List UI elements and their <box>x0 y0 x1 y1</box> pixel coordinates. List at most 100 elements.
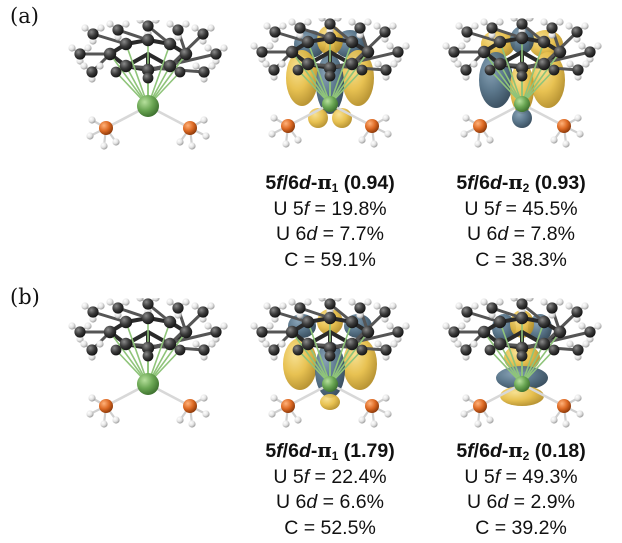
carbon-atom <box>516 70 528 82</box>
hydrogen-atom <box>386 42 394 50</box>
carbon-atom <box>119 315 133 329</box>
carbon-atom <box>256 326 268 338</box>
hydrogen-atom <box>576 130 584 138</box>
hydrogen-atom <box>334 298 342 302</box>
bond <box>499 321 523 385</box>
hydrogen-atom <box>382 394 390 402</box>
carbon-atom <box>553 325 567 339</box>
hydrogen-atom <box>106 20 114 28</box>
carbon-atom <box>142 298 154 310</box>
hydrogen-atom <box>510 298 518 302</box>
hydrogen-atom <box>594 322 602 330</box>
hydrogen-atom <box>496 18 504 26</box>
carbon-atom <box>537 35 551 49</box>
uranium-atom <box>322 96 338 112</box>
bond <box>521 41 545 105</box>
hydrogen-atom <box>96 340 104 348</box>
carbon-atom <box>301 315 315 329</box>
hydrogen-atom <box>389 302 397 310</box>
phosphorus-atom <box>473 119 487 133</box>
hydrogen-atom <box>152 298 160 302</box>
bond <box>329 331 369 385</box>
carbon-atom <box>546 302 558 314</box>
hydrogen-atom <box>578 42 586 50</box>
hydrogen-atom <box>566 60 574 68</box>
hydrogen-atom <box>390 60 398 68</box>
hydrogen-atom <box>402 322 410 330</box>
hydrogen-atom <box>88 394 96 402</box>
carbon-atom <box>323 31 337 45</box>
carbon-atom <box>301 35 315 49</box>
phosphorus-atom <box>557 399 571 413</box>
carbon-atom <box>546 22 558 34</box>
hydrogen-atom <box>96 62 104 70</box>
hydrogen-atom <box>202 132 210 140</box>
hydrogen-atom <box>576 410 584 418</box>
hydrogen-atom <box>460 130 468 138</box>
hydrogen-atom <box>454 60 462 68</box>
u5f-contribution: U 5f = 45.5% <box>464 197 578 220</box>
carbon-atom <box>142 350 154 362</box>
hydrogen-atom <box>250 322 258 330</box>
hydrogen-atom <box>510 18 518 22</box>
hydrogen-atom <box>176 416 184 424</box>
hydrogen-atom <box>188 420 196 428</box>
carbon-atom <box>484 64 496 76</box>
phosphorus-atom <box>557 119 571 133</box>
carbon-atom <box>354 22 366 34</box>
bond <box>329 321 353 385</box>
carbon-atom <box>301 57 315 71</box>
hydrogen-atom <box>455 302 463 310</box>
hydrogen-atom <box>562 420 570 428</box>
carbon-atom <box>301 337 315 351</box>
hydrogen-atom <box>97 24 105 32</box>
carbon-atom <box>324 350 336 362</box>
hydrogen-atom <box>220 322 228 330</box>
hydrogen-atom <box>526 298 534 302</box>
hydrogen-atom <box>188 142 196 150</box>
u6d-contribution: U 6d = 6.6% <box>276 491 384 513</box>
hydrogen-atom <box>458 42 466 50</box>
carbon-atom <box>324 18 336 30</box>
carbon-atom <box>380 64 392 76</box>
hydrogen-atom <box>386 322 394 330</box>
hydrogen-atom <box>192 62 200 70</box>
hydrogen-atom <box>470 60 478 68</box>
hydrogen-atom <box>278 340 286 348</box>
carbon-atom <box>141 311 155 325</box>
hydrogen-atom <box>334 18 342 22</box>
hydrogen-atom <box>268 410 276 418</box>
hydrogen-atom <box>556 18 564 26</box>
panel-label-b: (b) <box>10 285 40 309</box>
carbon-atom <box>537 57 551 71</box>
carbon-atom <box>210 48 222 60</box>
hydrogen-atom <box>582 60 590 68</box>
hydrogen-atom <box>581 302 589 310</box>
carbon-atom <box>448 326 460 338</box>
carbon-atom <box>179 47 193 61</box>
carbon-atom <box>112 302 124 314</box>
carbon-atom <box>460 64 472 76</box>
carbon-atom <box>461 26 473 38</box>
carbon-atom <box>210 326 222 338</box>
hydrogen-atom <box>458 322 466 330</box>
hydrogen-atom <box>364 18 372 26</box>
carbon-atom <box>103 325 117 339</box>
carbon-atom <box>292 64 304 76</box>
carbon-atom <box>324 70 336 82</box>
hydrogen-atom <box>526 18 534 22</box>
carbon-atom <box>74 48 86 60</box>
hydrogen-atom <box>540 298 548 306</box>
carbon-atom <box>516 18 528 30</box>
carbon-atom <box>110 66 122 78</box>
phosphorus-atom <box>365 119 379 133</box>
carbon-atom <box>461 306 473 318</box>
carbon-atom <box>110 344 122 356</box>
hydrogen-atom <box>358 136 366 144</box>
hydrogen-atom <box>390 340 398 348</box>
carbon-atom <box>361 45 375 59</box>
carbon-contribution: C = 52.5% <box>284 516 376 539</box>
hydrogen-atom <box>480 298 488 306</box>
hydrogen-atom <box>496 298 504 306</box>
hydrogen-atom <box>562 140 570 148</box>
